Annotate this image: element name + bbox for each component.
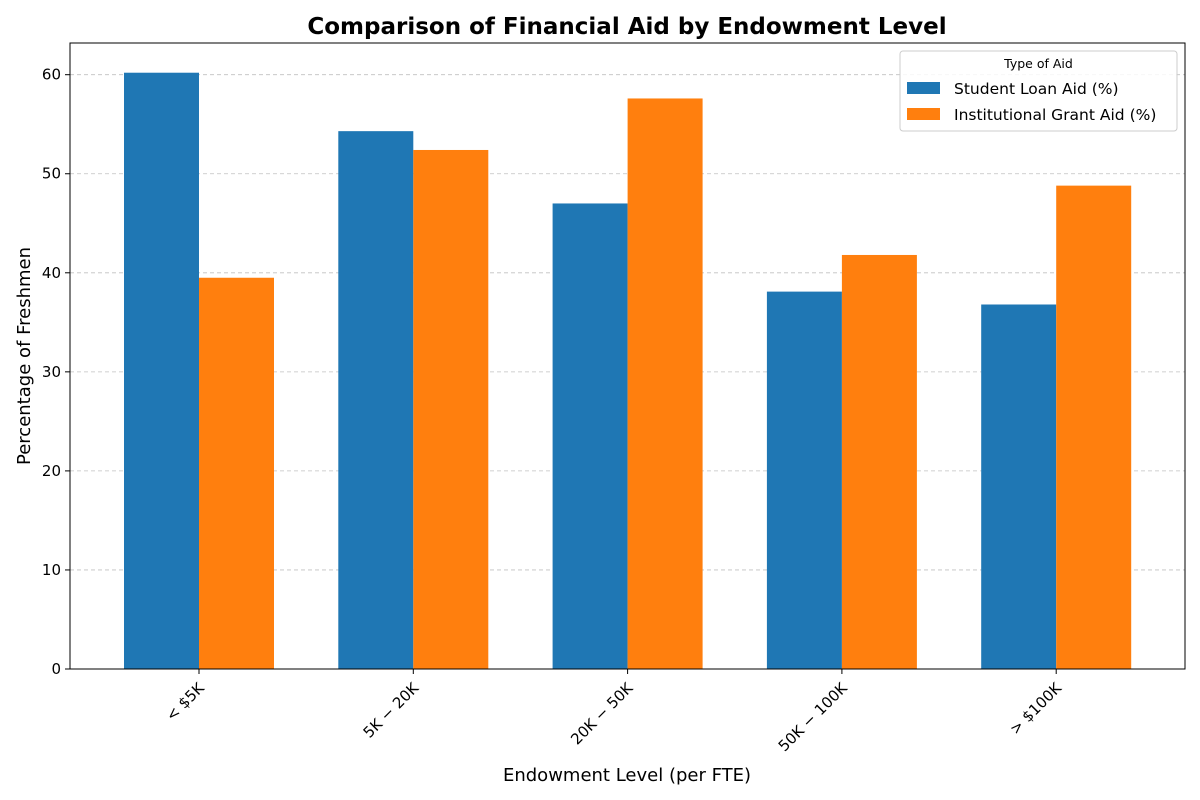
legend-entry-label: Institutional Grant Aid (%) (954, 106, 1156, 124)
legend: Type of Aid Student Loan Aid (%) Instituti… (899, 50, 1178, 132)
y-tick-label: 30 (42, 363, 61, 381)
bar-student-loan-4 (981, 304, 1057, 669)
y-tick-label: 20 (42, 462, 61, 480)
bar-institutional-grant-2 (627, 98, 703, 669)
x-tick-label: < $5K (162, 678, 208, 724)
legend-swatch (907, 108, 940, 120)
bar-student-loan-0 (124, 72, 199, 669)
x-tick-label: 5K − 20K (360, 678, 423, 741)
x-tick-label: 50K − 100K (775, 678, 852, 755)
chart-title: Comparison of Financial Aid by Endowment… (307, 14, 946, 40)
bar-student-loan-1 (338, 131, 414, 670)
legend-entry-label: Student Loan Aid (%) (954, 80, 1119, 98)
y-tick-label: 10 (42, 561, 61, 579)
y-tick-label: 0 (51, 660, 61, 678)
x-tick-label: 20K − 50K (567, 678, 637, 748)
legend-box (899, 50, 1178, 132)
bar-institutional-grant-4 (1056, 185, 1132, 669)
x-tick-label: > $100K (1006, 678, 1066, 738)
x-axis: < $5K 5K − 20K 20K − 50K 50K − 100K > $100K (162, 669, 1066, 755)
x-axis-label: Endowment Level (per FTE) (503, 765, 751, 786)
y-axis: 0 10 20 30 40 50 60 (42, 66, 70, 678)
legend-swatch (907, 82, 940, 94)
bar-student-loan-2 (552, 203, 628, 669)
bar-institutional-grant-1 (413, 149, 489, 670)
y-tick-label: 50 (42, 165, 61, 183)
bar-student-loan-3 (766, 291, 842, 669)
bar-institutional-grant-3 (841, 254, 917, 669)
bar-institutional-grant-0 (199, 277, 274, 669)
y-tick-label: 60 (42, 66, 61, 84)
bars (124, 72, 1132, 670)
y-axis-label: Percentage of Freshmen (14, 247, 35, 465)
y-tick-label: 40 (42, 264, 61, 282)
legend-title: Type of Aid (1003, 56, 1073, 71)
